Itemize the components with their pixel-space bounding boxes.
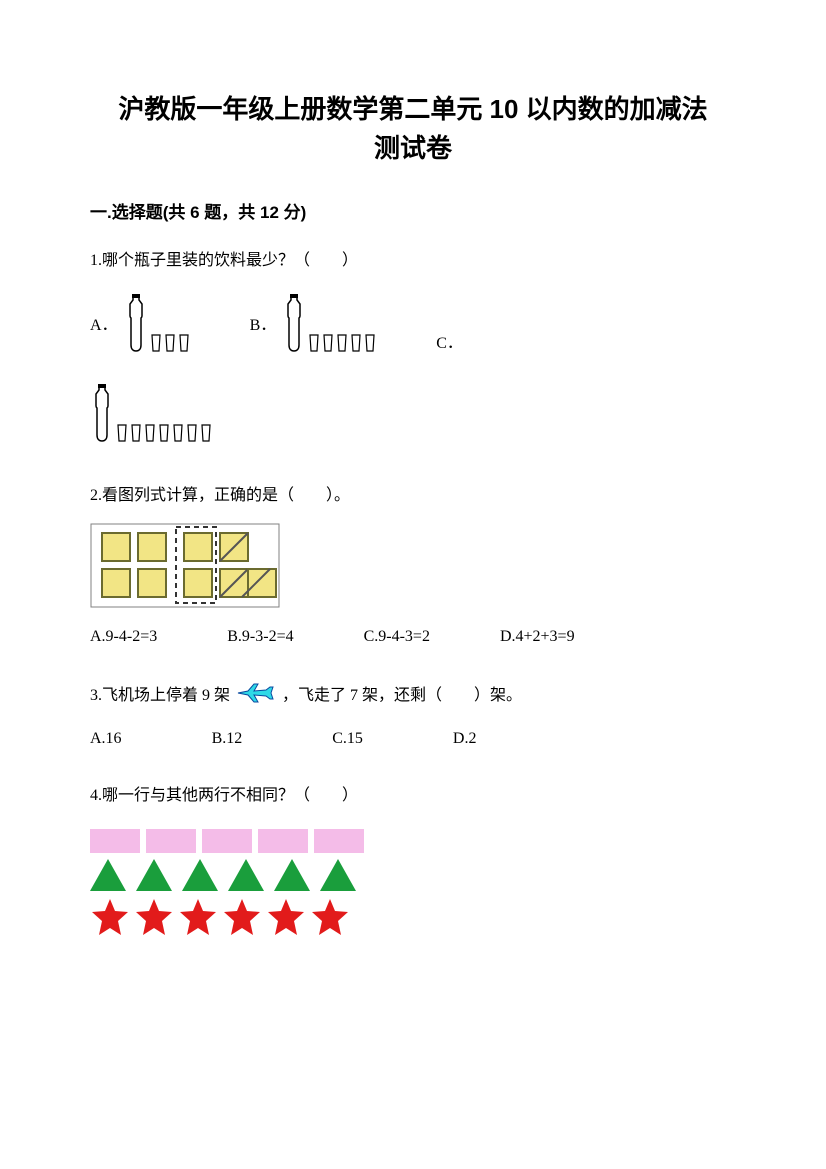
cup-icon bbox=[130, 423, 142, 443]
question-4-graphic bbox=[90, 829, 736, 937]
green-triangle bbox=[136, 859, 172, 891]
cup-icon bbox=[350, 333, 362, 353]
section-header: 一.选择题(共 6 题，共 12 分) bbox=[90, 198, 736, 223]
q1-b-graphic bbox=[282, 293, 376, 353]
title-line-2: 测试卷 bbox=[90, 129, 736, 168]
question-2-graphic bbox=[90, 523, 736, 608]
plane-icon bbox=[236, 681, 276, 705]
cup-icon bbox=[164, 333, 176, 353]
q3-option-a[interactable]: A.16 bbox=[90, 730, 122, 748]
red-star-icon bbox=[90, 897, 130, 937]
green-triangle bbox=[228, 859, 264, 891]
green-triangle bbox=[274, 859, 310, 891]
q3-option-d[interactable]: D.2 bbox=[453, 730, 477, 748]
q1-opt-c-label: C． bbox=[436, 329, 463, 353]
q1-opt-b-label: B． bbox=[250, 311, 277, 335]
question-1-options: A． B． C． bbox=[90, 293, 736, 443]
section-label: 一.选择题 bbox=[90, 203, 163, 222]
question-3-text: 3.飞机场上停着 9 架 ，飞走了 7 架，还剩（ ）架。 bbox=[90, 681, 736, 705]
bottle-icon bbox=[124, 293, 148, 353]
pink-rectangle bbox=[314, 829, 364, 853]
question-4-text: 4.哪一行与其他两行不相同？（ ） bbox=[90, 778, 736, 813]
cup-icon bbox=[200, 423, 212, 443]
green-triangle bbox=[320, 859, 356, 891]
q2-option-d[interactable]: D.4+2+3=9 bbox=[500, 628, 575, 646]
pink-rectangle bbox=[202, 829, 252, 853]
bottle-icon bbox=[90, 383, 114, 443]
question-2-options: A.9-4-2=3 B.9-3-2=4 C.9-4-3=2 D.4+2+3=9 bbox=[90, 628, 736, 646]
q3-text-before: 3.飞机场上停着 9 架 bbox=[90, 681, 230, 705]
q1-opt-a-label: A． bbox=[90, 311, 118, 335]
cup-icon bbox=[158, 423, 170, 443]
green-triangle bbox=[182, 859, 218, 891]
q1-option-c-label-only[interactable]: C． bbox=[436, 329, 469, 353]
q1-c-graphic bbox=[90, 383, 212, 443]
cup-icon bbox=[322, 333, 334, 353]
q4-row-triangles bbox=[90, 859, 736, 891]
title-line-1: 沪教版一年级上册数学第二单元 10 以内数的加减法 bbox=[90, 90, 736, 129]
cup-icon bbox=[150, 333, 162, 353]
cup-icon bbox=[308, 333, 320, 353]
section-detail: (共 6 题，共 12 分) bbox=[163, 203, 307, 222]
cup-icon bbox=[116, 423, 128, 443]
q3-option-c[interactable]: C.15 bbox=[332, 730, 363, 748]
q2-option-b[interactable]: B.9-3-2=4 bbox=[227, 628, 293, 646]
q3-text-after: ，飞走了 7 架，还剩（ ）架。 bbox=[282, 681, 522, 705]
q1-option-b[interactable]: B． bbox=[250, 293, 377, 353]
cup-icon bbox=[364, 333, 376, 353]
q4-row-rects bbox=[90, 829, 736, 853]
cup-icon bbox=[336, 333, 348, 353]
red-star-icon bbox=[178, 897, 218, 937]
bottle-icon bbox=[282, 293, 306, 353]
q1-option-c[interactable] bbox=[90, 383, 736, 443]
red-star-icon bbox=[134, 897, 174, 937]
question-2-text: 2.看图列式计算，正确的是（ ）。 bbox=[90, 478, 736, 513]
q2-option-a[interactable]: A.9-4-2=3 bbox=[90, 628, 157, 646]
question-3-options: A.16 B.12 C.15 D.2 bbox=[90, 730, 736, 748]
cup-icon bbox=[186, 423, 198, 443]
red-star-icon bbox=[266, 897, 306, 937]
red-star-icon bbox=[222, 897, 262, 937]
q4-row-stars bbox=[90, 897, 736, 937]
green-triangle bbox=[90, 859, 126, 891]
q1-option-a[interactable]: A． bbox=[90, 293, 190, 353]
question-1-text: 1.哪个瓶子里装的饮料最少？（ ） bbox=[90, 243, 736, 278]
pink-rectangle bbox=[146, 829, 196, 853]
pink-rectangle bbox=[90, 829, 140, 853]
red-star-icon bbox=[310, 897, 350, 937]
q2-option-c[interactable]: C.9-4-3=2 bbox=[364, 628, 430, 646]
cup-icon bbox=[144, 423, 156, 443]
q1-a-graphic bbox=[124, 293, 190, 353]
q3-option-b[interactable]: B.12 bbox=[212, 730, 243, 748]
page-title: 沪教版一年级上册数学第二单元 10 以内数的加减法 测试卷 bbox=[90, 90, 736, 168]
cup-icon bbox=[178, 333, 190, 353]
cup-icon bbox=[172, 423, 184, 443]
pink-rectangle bbox=[258, 829, 308, 853]
